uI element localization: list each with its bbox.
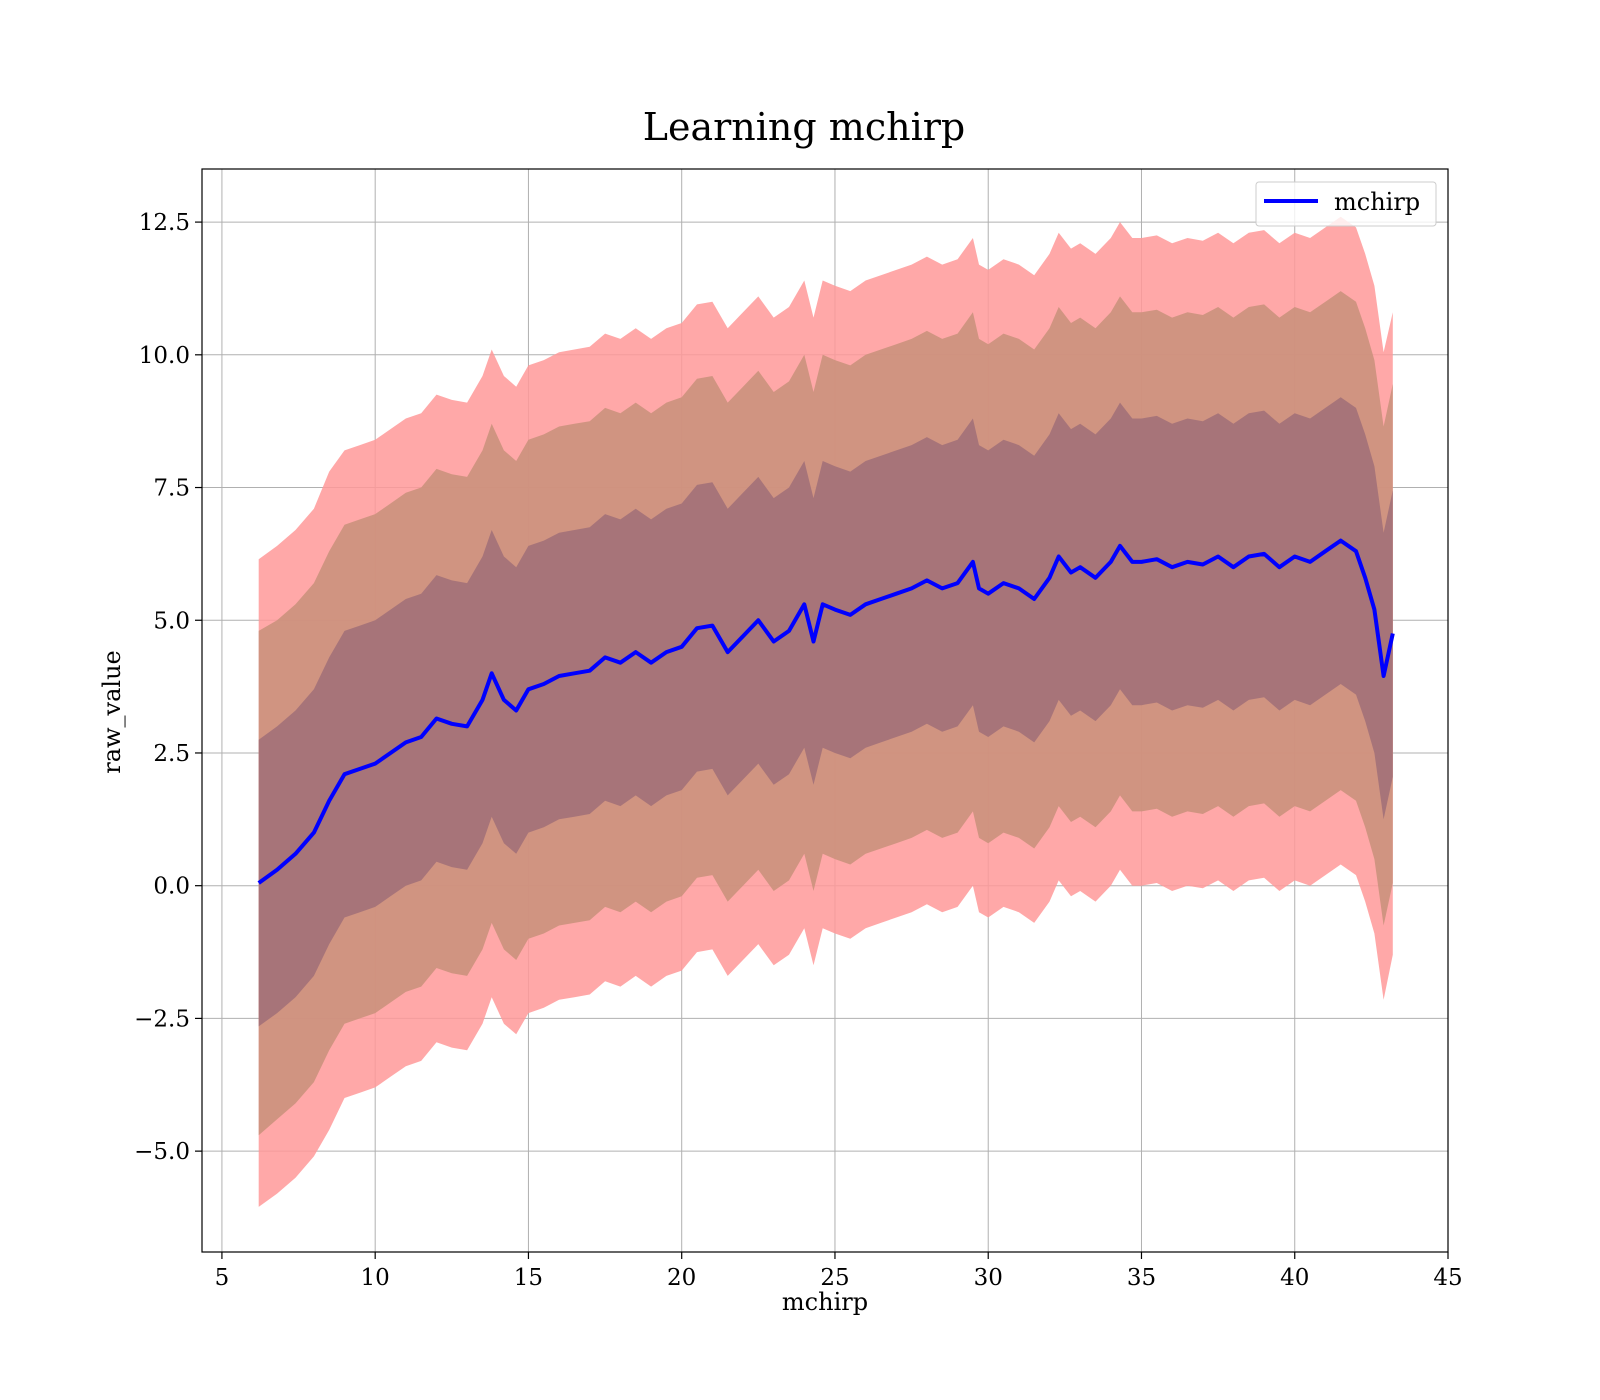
series-lines <box>257 538 1395 885</box>
y-tick-label: 0.0 <box>153 874 190 900</box>
x-axis-ticks: 5 10 15 20 25 30 35 40 45 <box>215 1252 1463 1291</box>
band-inner <box>258 397 1393 1027</box>
y-tick-label: −5.0 <box>134 1139 190 1165</box>
x-tick-label: 5 <box>215 1265 230 1291</box>
confidence-bands <box>258 216 1393 1207</box>
y-tick-label: 5.0 <box>153 608 190 634</box>
x-tick-label: 35 <box>1127 1265 1156 1291</box>
y-tick-label: 7.5 <box>153 476 190 502</box>
x-axis-label: mchirp <box>782 1288 868 1316</box>
x-tick-label: 45 <box>1433 1265 1462 1291</box>
plot-frame <box>201 168 1449 1253</box>
x-tick-label: 40 <box>1280 1265 1309 1291</box>
y-tick-label: 2.5 <box>153 741 190 767</box>
x-tick-label: 10 <box>361 1265 390 1291</box>
legend-entry: mchirp <box>1334 188 1420 216</box>
x-tick-label: 25 <box>820 1265 849 1291</box>
y-tick-label: 10.0 <box>139 343 190 369</box>
legend-box <box>1255 181 1437 227</box>
legend: mchirp <box>1255 181 1437 227</box>
x-tick-label: 15 <box>514 1265 543 1291</box>
x-tick-label: 30 <box>974 1265 1003 1291</box>
y-tick-label: −2.5 <box>134 1006 190 1032</box>
y-tick-label: 12.5 <box>139 210 190 236</box>
y-axis-label: raw_value <box>98 650 126 774</box>
x-tick-label: 20 <box>667 1265 696 1291</box>
chart-title: Learning mchirp <box>643 105 965 149</box>
series-line-mchirp <box>257 538 1395 885</box>
y-axis-ticks: −5.0 −2.5 0.0 2.5 5.0 7.5 10.0 12.5 <box>134 210 202 1165</box>
